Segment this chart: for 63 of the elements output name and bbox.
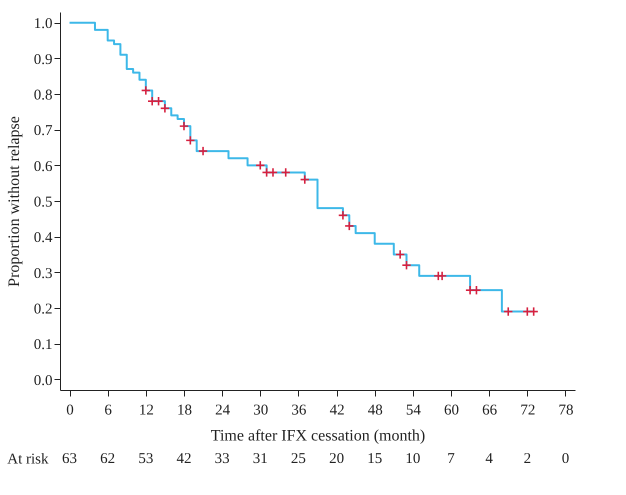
x-tick-label: 72 xyxy=(520,402,536,418)
point xyxy=(147,96,158,106)
y-tick-label: 0.3 xyxy=(34,266,52,282)
y-axis-title: Proportion without relapse xyxy=(6,116,23,287)
point xyxy=(185,135,196,146)
x-tick-label: 18 xyxy=(176,402,192,418)
point xyxy=(465,285,476,296)
text: 4 xyxy=(485,451,494,467)
text: 62 xyxy=(100,451,116,467)
text: 0 xyxy=(562,451,570,467)
point xyxy=(255,160,266,170)
point xyxy=(344,220,354,231)
y-tick-label: 0.4 xyxy=(34,230,53,246)
text: 63 xyxy=(62,451,78,467)
point xyxy=(280,167,291,178)
text: 42 xyxy=(176,451,192,467)
text: At risk xyxy=(7,452,49,468)
point xyxy=(262,167,272,178)
x-tick-label: 42 xyxy=(330,402,345,418)
x-tick-label: 78 xyxy=(558,402,574,418)
point xyxy=(300,174,310,185)
y-tick-label: 0.8 xyxy=(34,88,52,104)
point xyxy=(528,306,539,317)
text: 20 xyxy=(329,451,344,467)
point xyxy=(471,285,482,296)
y-tick-label: 0.1 xyxy=(34,337,52,354)
y-tick-label: 0.7 xyxy=(34,123,53,140)
y-tick-label: 0.6 xyxy=(34,158,53,175)
point xyxy=(402,260,412,270)
x-axis-title: Time after IFX cessation (month) xyxy=(210,428,426,444)
text: 31 xyxy=(252,451,268,467)
y-tick-label: 0.2 xyxy=(34,301,52,318)
point xyxy=(154,96,164,106)
text: 33 xyxy=(214,451,230,467)
x-tick-label: 54 xyxy=(406,402,422,418)
point xyxy=(338,210,348,220)
x-tick-label: 36 xyxy=(291,402,307,418)
point xyxy=(140,85,151,96)
x-tick-label: 6 xyxy=(104,402,112,418)
point xyxy=(503,306,514,317)
x-tick-label: 48 xyxy=(368,402,383,418)
text: 53 xyxy=(138,451,154,467)
point xyxy=(522,306,532,317)
point xyxy=(198,146,208,156)
y-tick-label: 0.5 xyxy=(34,194,52,210)
text: 15 xyxy=(367,451,382,467)
text: 7 xyxy=(447,451,456,467)
y-tick-label: 0.9 xyxy=(34,52,52,68)
text: 10 xyxy=(405,451,420,467)
y-tick-label: 0.0 xyxy=(34,372,52,389)
x-tick-label: 66 xyxy=(482,402,498,418)
point xyxy=(395,250,406,260)
x-tick-label: 0 xyxy=(66,402,74,418)
x-tick-label: 30 xyxy=(253,402,268,418)
y-tick-label: 1.0 xyxy=(34,16,52,32)
point xyxy=(179,121,189,132)
text: 2 xyxy=(524,451,532,467)
x-tick-label: 24 xyxy=(215,402,231,418)
text: 25 xyxy=(290,451,306,467)
point xyxy=(160,103,170,114)
x-tick-label: 60 xyxy=(444,402,460,418)
point xyxy=(268,167,278,178)
x-tick-label: 12 xyxy=(138,402,154,418)
